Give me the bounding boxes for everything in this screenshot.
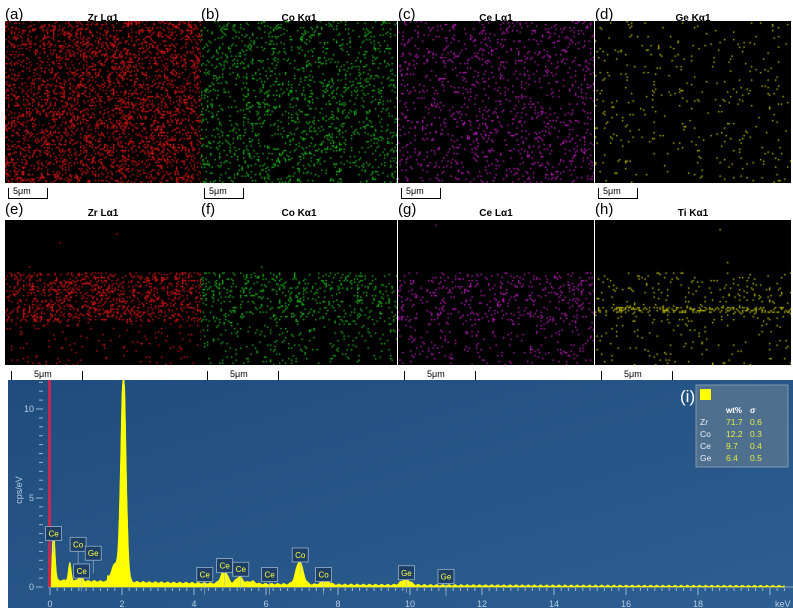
peak-label: Ge	[88, 549, 99, 558]
scale-bar-label: 5μm	[624, 369, 642, 379]
scale-bar: 5μm	[204, 186, 244, 199]
element-map-2	[201, 21, 397, 183]
x-tick-label: 12	[477, 599, 487, 608]
panel-label: (a)	[5, 6, 24, 23]
x-tick-label: 2	[119, 599, 124, 608]
element-map-4	[595, 21, 791, 183]
table-cell: Zr	[700, 417, 708, 427]
element-map-6	[201, 220, 397, 365]
x-axis-label: keV	[775, 599, 791, 608]
x-tick-label: 10	[405, 599, 415, 608]
scale-bar-label: 5μm	[230, 369, 248, 379]
x-tick-label: 16	[621, 599, 631, 608]
peak-label: Co	[295, 551, 306, 560]
x-tick-label: 18	[693, 599, 703, 608]
peak-label-box	[73, 563, 91, 579]
element-map-8	[595, 220, 791, 365]
peak-label-box	[398, 565, 415, 581]
y-tick-label: 10	[24, 404, 34, 414]
peak-label-box	[291, 547, 309, 563]
element-map-3	[398, 21, 594, 183]
element-map-7	[398, 220, 594, 365]
panel-label-i: (i)	[680, 387, 695, 406]
peak-label: Ge	[441, 572, 452, 581]
element-map-5	[5, 220, 201, 365]
panel-label: (c)	[398, 6, 416, 23]
peak-label: Ce	[219, 562, 230, 571]
table-cell: Co	[700, 429, 711, 439]
series-swatch	[700, 389, 711, 400]
table-cell: 12.2	[726, 429, 743, 439]
table-cell: Ge	[700, 453, 712, 463]
scale-bar: 5μm	[598, 186, 638, 199]
panel-title: Co Kα1	[281, 208, 317, 219]
peak-label-box	[315, 567, 332, 582]
peak-label-box	[69, 536, 87, 552]
peak-label-box	[45, 526, 62, 541]
table-cell: 71.7	[726, 417, 743, 427]
table-cell: 9.7	[726, 441, 738, 451]
peak-label-box	[437, 568, 455, 584]
peak-label: Ce	[48, 530, 59, 539]
scale-bar-label: 5μm	[13, 186, 31, 196]
peak-label-box	[196, 567, 214, 582]
panel-label: (g)	[398, 201, 417, 218]
peak-label: Ce	[200, 571, 211, 580]
panel-label: (e)	[5, 201, 24, 218]
quant-table	[695, 384, 789, 468]
y-axis-label: cps/eV	[14, 476, 24, 504]
panel-label: (h)	[595, 201, 614, 218]
panel-title: Ti Kα1	[677, 208, 709, 219]
panel-label: (b)	[201, 6, 220, 23]
panel-label: (f)	[201, 201, 216, 218]
peak-label-box	[232, 561, 250, 577]
scale-bar: 5μm	[401, 186, 441, 199]
table-header: wt%	[725, 406, 742, 415]
panel-title: Co Kα1	[281, 13, 317, 24]
panel-title: Ge Kα1	[675, 13, 711, 24]
x-tick-label: 6	[263, 599, 268, 608]
spectrum-series	[49, 380, 785, 588]
table-cell: 6.4	[726, 453, 738, 463]
peak-label: Ce	[264, 571, 275, 580]
scale-bar: 5μm	[8, 186, 48, 199]
scale-bar-label: 5μm	[406, 186, 424, 196]
peak-label: Ge	[401, 569, 412, 578]
panel-title: Ce Lα1	[479, 13, 513, 24]
x-tick-label: 8	[335, 599, 340, 608]
x-tick-label: 0	[47, 599, 52, 608]
x-tick-label: 4	[191, 599, 196, 608]
element-map-1	[5, 21, 201, 183]
panel-title: Ce Lα1	[479, 208, 513, 219]
table-cell: Ce	[700, 441, 711, 451]
peak-label-box	[261, 567, 278, 582]
x-tick-label: 14	[549, 599, 559, 608]
table-cell: 0.3	[750, 429, 762, 439]
table-cell: 0.4	[750, 441, 762, 451]
scale-bar-label: 5μm	[209, 186, 227, 196]
table-cell: 0.6	[750, 417, 762, 427]
marker-line	[48, 380, 51, 587]
scale-bar-label: 5μm	[603, 186, 621, 196]
panel-title: Zr Lα1	[87, 208, 119, 219]
peak-label: Co	[73, 540, 84, 549]
scale-bar-label: 5μm	[427, 369, 445, 379]
peak-label-box	[84, 545, 102, 561]
scale-bar-label: 5μm	[34, 369, 52, 379]
y-tick-label: 0	[29, 582, 34, 592]
peak-label: Ce	[77, 567, 88, 576]
table-header: σ	[750, 406, 756, 415]
panel-title: Zr Lα1	[87, 13, 119, 24]
table-cell: 0.5	[750, 453, 762, 463]
y-tick-label: 5	[29, 493, 34, 503]
panel-label: (d)	[595, 6, 614, 23]
peak-label: Co	[318, 571, 329, 580]
peak-label: Ce	[236, 565, 247, 574]
